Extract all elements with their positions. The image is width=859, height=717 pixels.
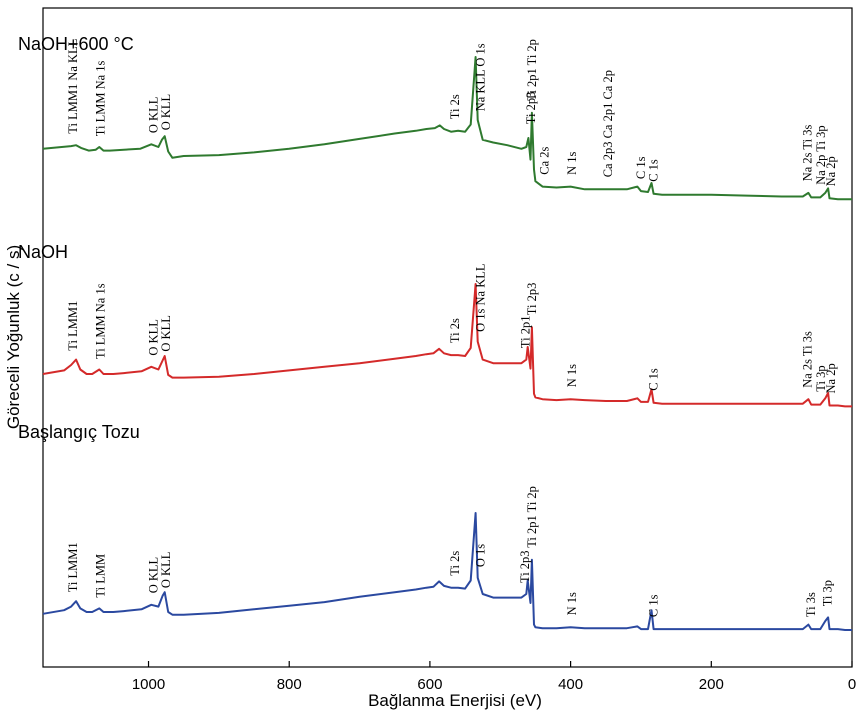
y-axis-title: Göreceli Yoğunluk (c / s) (4, 245, 23, 429)
peak-label: C 1s (647, 368, 661, 391)
peak-label: Ti LMM Na 1s (94, 283, 108, 359)
peak-label: N 1s (565, 364, 579, 387)
peak-label: Ti LMM Na 1s (94, 60, 108, 136)
peak-label: C 1s (634, 156, 648, 179)
peak-labels: NaOH+600 °C NaOH Başlangıç Tozu Ti LMM1 Na … (18, 34, 838, 617)
x-axis-ticks: 1000 800 600 400 200 0 (132, 661, 856, 693)
x-tick-label: 400 (558, 676, 583, 693)
series-name-label: NaOH+600 °C (18, 34, 134, 54)
x-tick-label: 1000 (132, 676, 165, 693)
series-name-label: NaOH (18, 242, 68, 262)
peak-label: O KLL (146, 97, 160, 133)
peak-label: O KLL (159, 94, 173, 130)
peak-label: Na 2s Ti 3s (801, 331, 815, 388)
peak-label: O KLL (146, 319, 160, 355)
peak-label: Na 2p Ti 3p (814, 125, 828, 184)
series-line (42, 283, 852, 408)
peak-label: Ti 2s (448, 318, 462, 343)
peak-label: Na 2s Ti 3s (801, 125, 815, 182)
peak-label: Ti 2p1 Ti 2p (525, 39, 539, 101)
peak-label: O 1s (474, 544, 488, 567)
peak-label: O 1s Na KLL (474, 264, 488, 332)
peak-label: Ti 2p1 Ti 2p (525, 486, 539, 548)
x-axis-title: Bağlanma Enerjisi (eV) (368, 691, 542, 710)
peak-label: Ca 2p3 Ca 2p1 Ca 2p (601, 70, 615, 177)
peak-label: N 1s (565, 151, 579, 174)
x-tick-label: 800 (277, 676, 302, 693)
x-tick-label: 200 (699, 676, 724, 693)
series-line (42, 56, 852, 201)
peak-label: Ti 2p1 (519, 316, 533, 349)
series-name-label: Başlangıç Tozu (18, 422, 140, 442)
peak-label: Ti 2p3 (518, 550, 532, 583)
peak-label: Ti 2p3 (525, 283, 539, 316)
plot-frame (42, 7, 853, 668)
peak-label: Ti LMM1 (66, 301, 80, 351)
peak-label: Ti 3s (804, 592, 818, 617)
peak-label: Ti LMM1 (66, 542, 80, 592)
peak-label: Ti 3p (820, 580, 834, 606)
peak-label: Ca 2s (538, 146, 552, 174)
peak-label: N 1s (565, 592, 579, 615)
peak-label: O KLL (159, 552, 173, 588)
series-line (42, 512, 852, 631)
peak-label: O KLL (146, 557, 160, 593)
peak-label: O KLL (159, 315, 173, 351)
peak-label: Na 2p (824, 156, 838, 186)
peak-label: C 1s (647, 594, 661, 617)
peak-label: Na 2p (824, 363, 838, 393)
peak-label: Ti LMM (94, 554, 108, 598)
x-tick-label: 0 (848, 676, 856, 693)
peak-label: C 1s (647, 159, 661, 182)
peak-label: Ti 2s (448, 94, 462, 119)
peak-label: Ti 2s (448, 551, 462, 576)
series-lines (42, 56, 852, 631)
peak-label: Ti 3p (814, 365, 828, 391)
peak-label: Ti 2p3 (524, 92, 538, 125)
peak-label: Na KLL O 1s (474, 43, 488, 111)
peak-label: Ti LMM1 Na KLL (66, 39, 80, 134)
x-tick-label: 600 (417, 676, 442, 693)
